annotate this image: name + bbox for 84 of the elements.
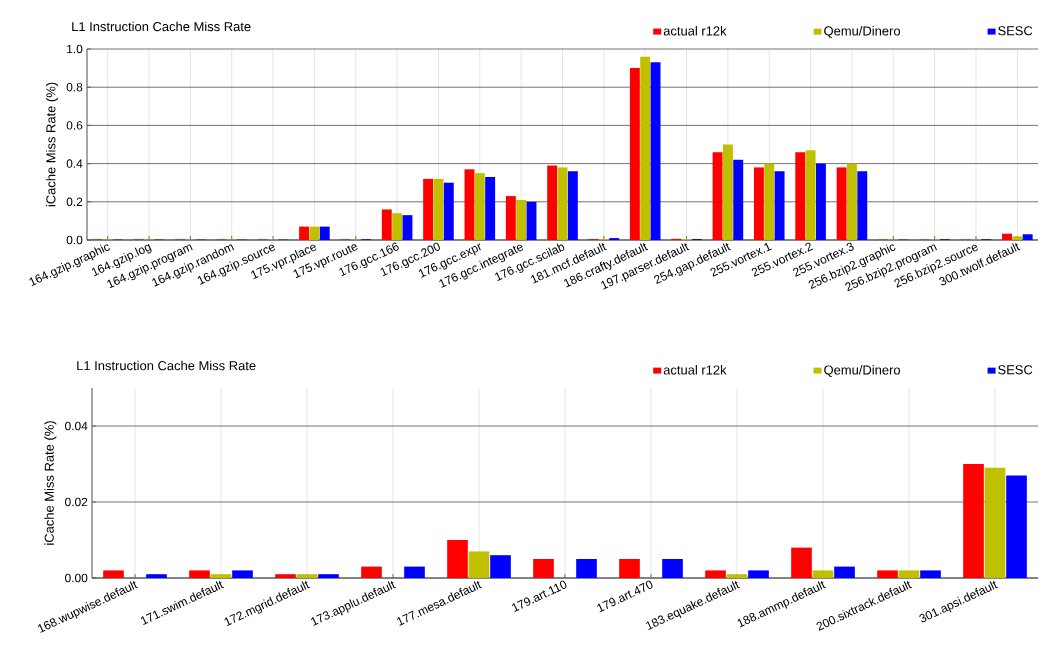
legend-label: SESC — [998, 365, 1033, 375]
y-tick-label: 0.0 — [66, 235, 83, 245]
chart-title: L1 Instruction Cache Miss Rate — [77, 360, 256, 371]
legend-label: Qemu/Dinero — [824, 365, 901, 377]
bar — [318, 574, 339, 578]
bar — [846, 163, 857, 240]
bar — [402, 215, 413, 240]
bar — [526, 201, 537, 240]
legend-label: Qemu/Dinero — [824, 25, 901, 38]
bar — [404, 566, 425, 578]
bar — [984, 467, 1006, 578]
bar — [485, 176, 496, 240]
bar — [705, 570, 726, 578]
bar — [189, 570, 210, 578]
bar — [726, 574, 748, 578]
bar — [103, 570, 124, 578]
bar — [275, 574, 296, 578]
bar — [319, 226, 330, 240]
bar — [1012, 236, 1023, 240]
bar — [232, 570, 253, 578]
y-tick-label: 0.2 — [66, 197, 83, 207]
bar — [464, 169, 475, 240]
y-tick-label: 0.02 — [65, 497, 88, 507]
y-tick-label: 0.6 — [66, 121, 83, 130]
bar — [774, 171, 785, 240]
bar — [619, 559, 640, 578]
chart-title: L1 Instruction Cache Miss Rate — [72, 21, 251, 32]
legend-label: actual r12k — [663, 365, 727, 375]
bar — [443, 182, 454, 240]
y-axis-title: iCache Miss Rate (%) — [45, 82, 59, 207]
bar — [381, 209, 392, 240]
bar — [567, 171, 578, 240]
y-axis-title: iCache Miss Rate (%) — [44, 421, 57, 545]
bar — [812, 570, 834, 578]
bar — [299, 226, 310, 240]
bar — [753, 167, 764, 240]
y-tick-label: 0.04 — [65, 421, 88, 431]
bar — [210, 574, 232, 578]
bar — [309, 226, 320, 240]
bar — [392, 213, 403, 240]
bar — [898, 570, 920, 578]
legend-label: actual r12k — [663, 25, 727, 36]
bar — [533, 559, 554, 578]
bar — [764, 163, 775, 240]
bar — [468, 551, 490, 578]
bar — [805, 150, 816, 240]
bar — [920, 570, 941, 578]
bar — [857, 171, 868, 240]
bar — [722, 144, 733, 240]
bar — [516, 199, 527, 240]
y-tick-label: 0.8 — [66, 82, 83, 92]
bar — [505, 196, 516, 240]
bar — [629, 68, 640, 240]
bar — [296, 574, 318, 578]
bar — [733, 159, 744, 240]
bar — [712, 152, 723, 240]
bar — [662, 559, 683, 578]
y-tick-label: 0.4 — [66, 159, 83, 168]
bar — [146, 574, 167, 578]
bar — [640, 56, 651, 240]
bar — [433, 178, 444, 240]
bar — [650, 62, 661, 240]
bar — [963, 464, 984, 578]
y-tick-label: 0.00 — [65, 573, 88, 583]
bar — [547, 165, 558, 240]
bar — [1022, 234, 1033, 240]
y-tick-label: 1.0 — [67, 44, 83, 54]
bar — [877, 570, 898, 578]
bar — [361, 566, 382, 578]
legend-label: SESC — [998, 26, 1033, 36]
bar — [576, 559, 597, 578]
bar — [490, 555, 511, 578]
bar — [1002, 233, 1012, 240]
bar — [836, 167, 847, 240]
bar — [423, 178, 434, 240]
bar — [1006, 475, 1027, 578]
bar — [815, 163, 826, 240]
bar — [474, 173, 485, 240]
bar — [748, 570, 769, 578]
bar — [557, 167, 568, 240]
bar — [447, 540, 468, 578]
bar — [791, 547, 812, 578]
bar — [834, 566, 855, 578]
bar — [795, 152, 806, 240]
